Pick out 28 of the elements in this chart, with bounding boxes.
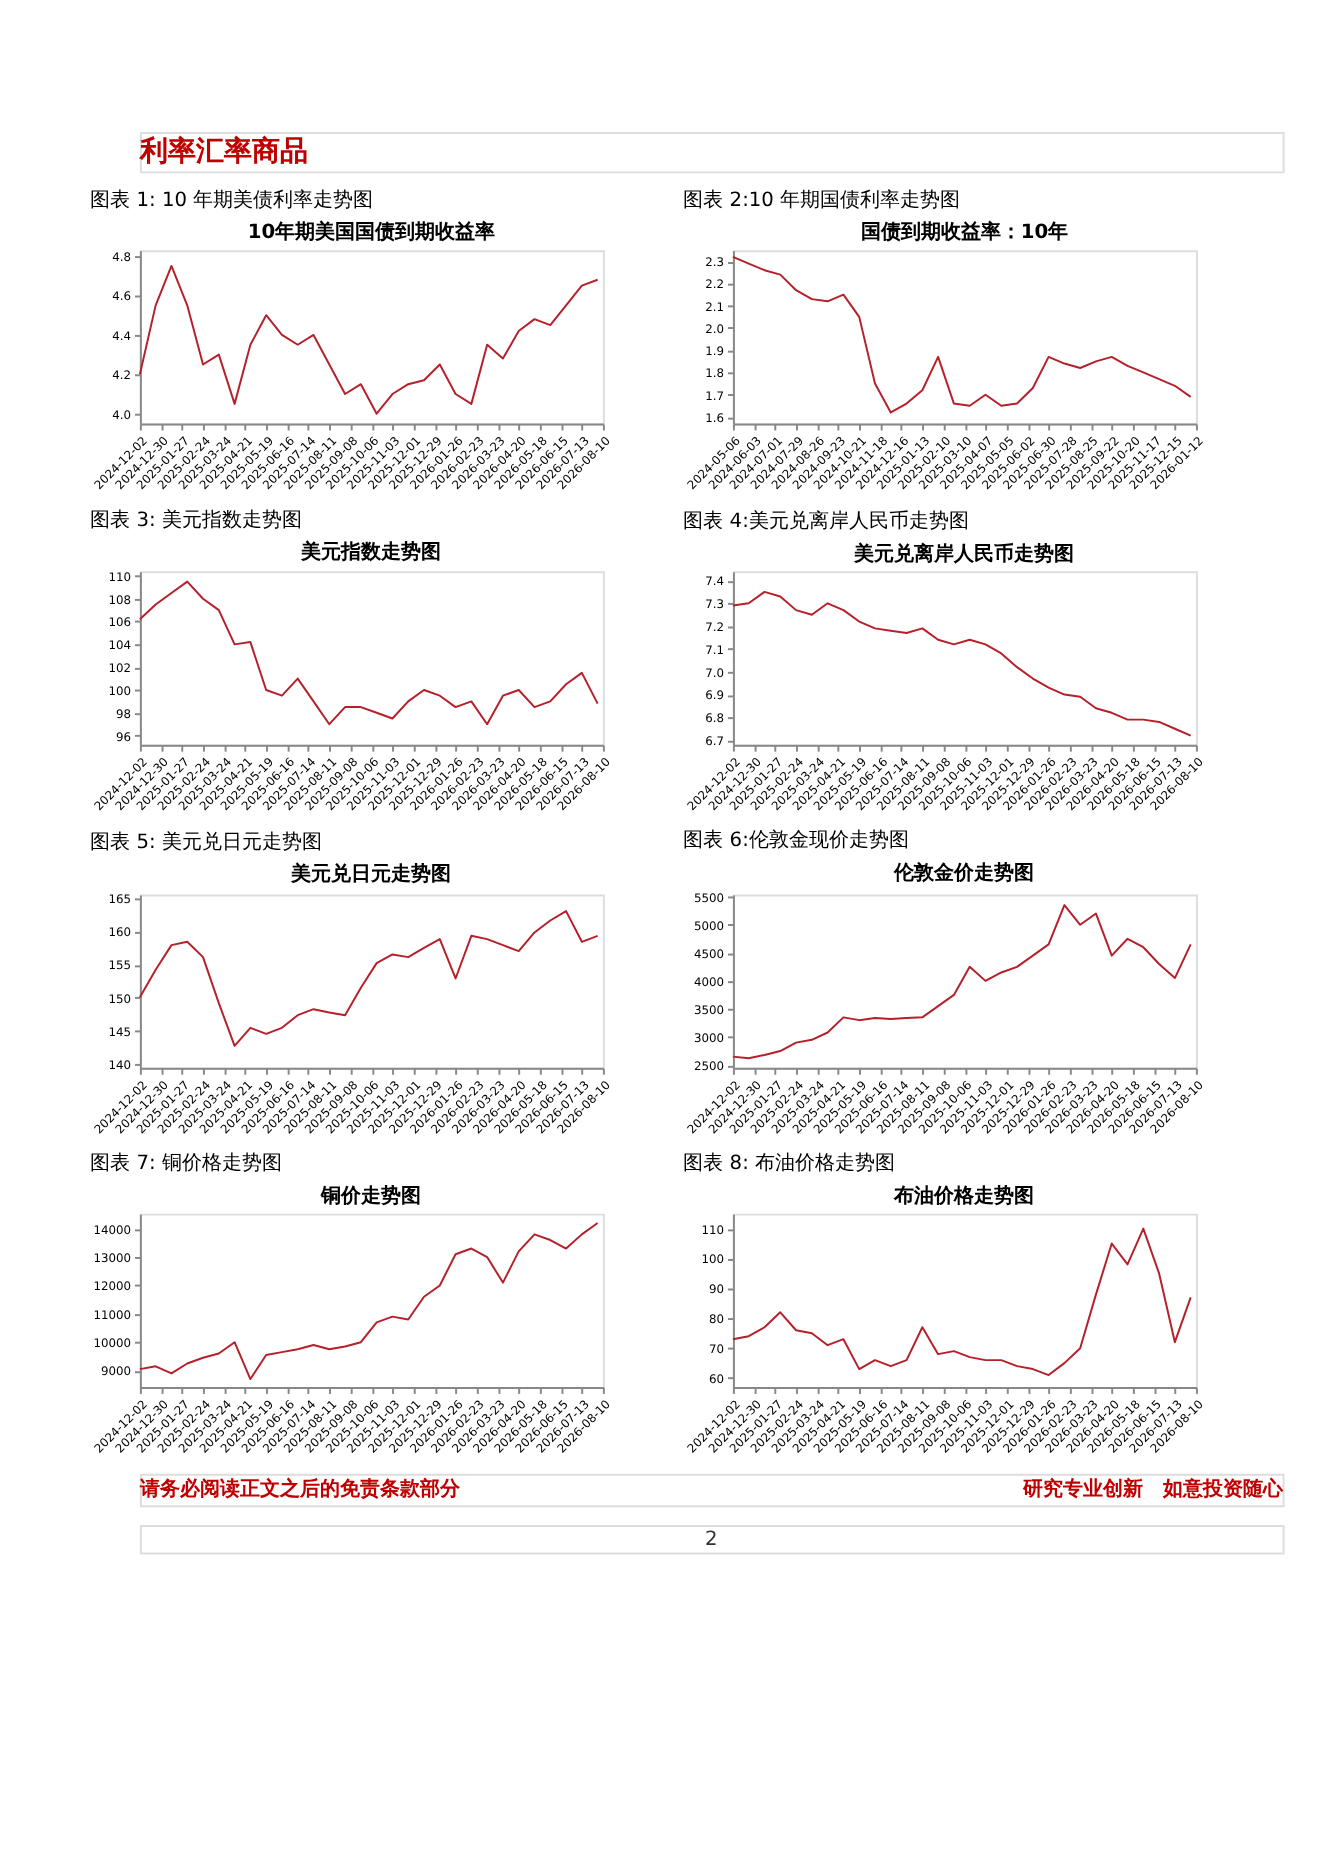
chart-title: 图表 5: 美元兑日元走势图 (90, 829, 323, 854)
text: 研究专业创新 如意投资随心 (1020, 1477, 1285, 1502)
chart-subtitle: 10年期美国国债到期收益率 (247, 220, 496, 245)
line-series (731, 590, 1192, 737)
chart-subtitle: 美元兑离岸人民币走势图 (852, 541, 1075, 566)
chart-subtitle: 美元兑日元走势图 (289, 862, 452, 887)
chart-title: 图表 3: 美元指数走势图 (90, 507, 303, 532)
line-series (138, 580, 599, 726)
chart-subtitle: 国债到期收益率：10年 (860, 220, 1069, 245)
line-series (138, 264, 599, 415)
chart-subtitle: 铜价走势图 (319, 1183, 422, 1208)
chart-title: 图表 4:美元兑离岸人民币走势图 (683, 509, 969, 534)
chart-title: 图表 6:伦敦金现价走势图 (683, 828, 909, 853)
chart-subtitle: 伦敦金价走势图 (892, 860, 1035, 885)
line-series (731, 1227, 1192, 1377)
chart-title: 图表 7: 铜价格走势图 (90, 1151, 283, 1176)
chart-title: 图表 8: 布油价格走势图 (683, 1151, 896, 1176)
line-series (731, 255, 1192, 414)
chart-title: 图表 1: 10 年期美债利率走势图 (90, 187, 374, 212)
chart-subtitle: 美元指数走势图 (299, 540, 442, 565)
line-series (138, 1222, 599, 1381)
text: 利率汇率商品 (137, 133, 308, 168)
line-series (138, 910, 599, 1047)
chart-title: 图表 2:10 年期国债利率走势图 (683, 187, 961, 212)
chart-subtitle: 布油价格走势图 (892, 1183, 1035, 1208)
text: 2 (704, 1528, 718, 1551)
text: 请务必阅读正文之后的免责条款部分 (137, 1477, 462, 1502)
line-series (731, 904, 1192, 1060)
